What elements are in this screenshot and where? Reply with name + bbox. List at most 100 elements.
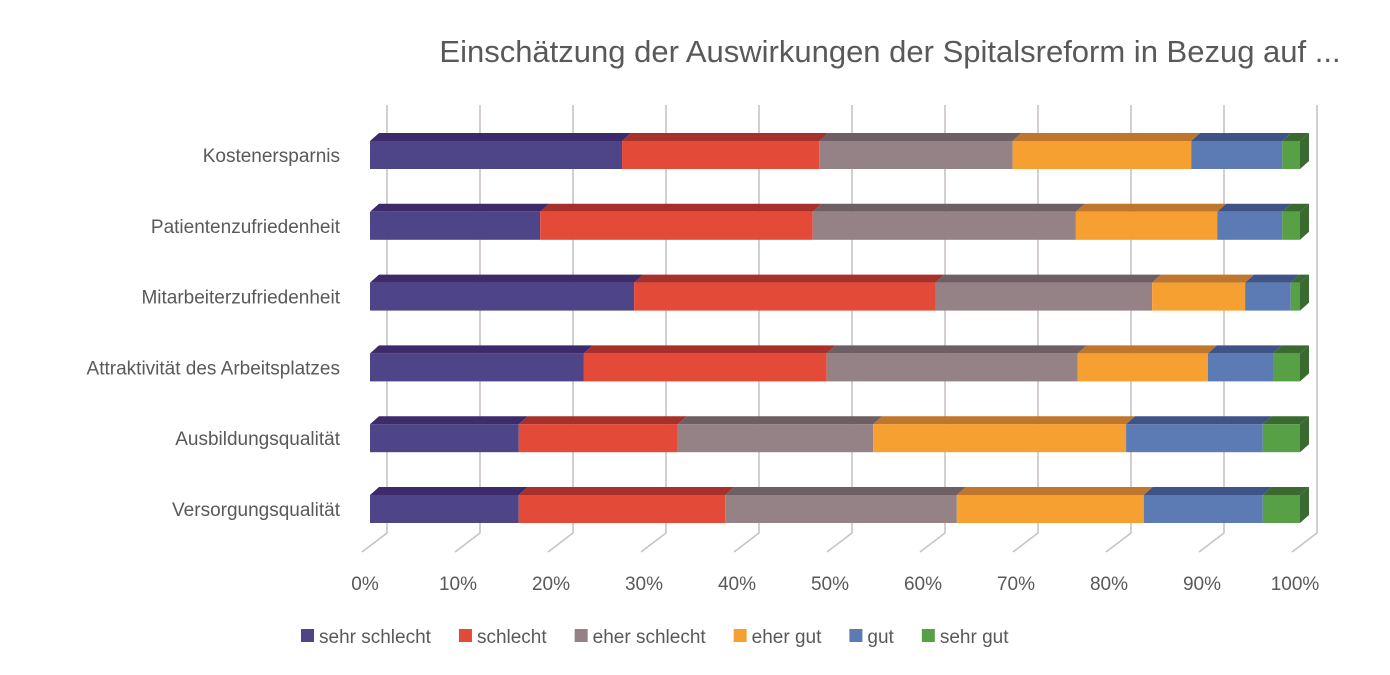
bar-segment-top	[956, 487, 1153, 495]
legend-swatch	[458, 629, 472, 642]
bar-segment-top	[1126, 416, 1272, 425]
legend-swatch	[733, 629, 747, 642]
bar-segment-front	[370, 353, 584, 382]
bar-segment-top	[812, 203, 1085, 212]
bar-segment-top	[935, 274, 1162, 283]
bar-segment	[370, 133, 632, 169]
bar-segment	[1262, 487, 1309, 523]
bar-segment	[518, 416, 687, 453]
bar-segment-top	[370, 487, 528, 495]
x-tick-labels: 0% 10% 20% 30% 40% 50% 60% 70% 80% 90% 100%	[351, 574, 1319, 595]
bar-segment	[1191, 133, 1292, 169]
bar-segment-front	[956, 495, 1144, 523]
bar-segment	[826, 345, 1087, 382]
bar-segment-top	[1143, 487, 1272, 495]
gridline	[1198, 105, 1225, 553]
bar-segment-front	[370, 211, 541, 240]
legend-item: eher schlecht	[574, 627, 707, 648]
bar-segment-top	[370, 133, 632, 141]
bar-segment-top	[819, 133, 1022, 141]
bar-segment	[725, 487, 966, 523]
bar-segment	[819, 133, 1022, 169]
bar-segment-front	[873, 424, 1127, 453]
x-tick-label: 90%	[1183, 574, 1221, 595]
bar-segment-top	[583, 345, 836, 354]
bar-segment-top	[622, 133, 829, 141]
legend-label: eher schlecht	[593, 627, 707, 648]
bar-segment-front	[1262, 424, 1300, 453]
bar-segment-front	[1282, 141, 1300, 169]
bar-segment-top	[370, 274, 644, 283]
legend-item: gut	[849, 627, 895, 648]
bar-segment-top	[540, 203, 822, 212]
bar-segment-front	[370, 141, 623, 169]
gridline	[826, 105, 853, 553]
category-label: Attraktivität des Arbeitsplatzes	[87, 358, 340, 379]
x-tick-label: 10%	[439, 574, 477, 595]
legend-swatch	[574, 629, 588, 642]
bar-segment	[1012, 133, 1201, 169]
x-tick-label: 40%	[718, 574, 756, 595]
bar-segment-side	[1300, 203, 1309, 240]
bar-segment-top	[518, 487, 735, 495]
bar-segment-top	[1262, 416, 1309, 425]
legend-item: sehr schlecht	[301, 627, 432, 648]
bar-segment-front	[1126, 424, 1263, 453]
bar-segment-top	[1152, 274, 1255, 283]
bar-segment-top	[370, 345, 593, 354]
bar-segment	[1126, 416, 1272, 453]
bar-segment-front	[725, 495, 957, 523]
bar-segment	[370, 203, 550, 240]
bar-segment-top	[1012, 133, 1201, 141]
category-labels: Kostenersparnis Patientenzufriedenheit Mit…	[87, 146, 341, 521]
bar-segment-front	[583, 353, 827, 382]
category-label: Patientenzufriedenheit	[151, 217, 341, 238]
bar-segment-side	[1300, 416, 1309, 453]
legend-item: sehr gut	[921, 627, 1009, 648]
bar-segment	[812, 203, 1085, 240]
bar-segment-top	[518, 416, 687, 425]
chart-title: Einschätzung der Auswirkungen der Spital…	[439, 34, 1340, 69]
bar-segment-front	[819, 141, 1013, 169]
bar-segment-front	[677, 424, 874, 453]
bar-segment-side	[1300, 487, 1309, 523]
legend-swatch	[301, 629, 314, 642]
bar-segment-front	[826, 353, 1078, 382]
bar-segment	[370, 416, 528, 453]
category-label: Versorgungsqualität	[172, 500, 341, 521]
legend-swatch	[849, 629, 863, 642]
bar-segment	[370, 274, 644, 311]
bar-segment	[1245, 274, 1300, 311]
bar-segment	[1290, 274, 1309, 311]
bar-segment-front	[518, 495, 726, 523]
bar-segment	[1282, 133, 1309, 169]
bar-segment-front	[1207, 353, 1274, 382]
bar-segment-top	[370, 416, 528, 425]
gridline	[361, 105, 388, 553]
bar-segment	[1262, 416, 1309, 453]
bar-segment	[1077, 345, 1217, 382]
x-tick-label: 70%	[997, 574, 1035, 595]
bar-segment-top	[677, 416, 883, 425]
bar-segment-front	[1143, 495, 1263, 523]
legend-item: schlecht	[458, 627, 547, 648]
legend-item: eher gut	[733, 627, 822, 648]
bar-segment-side	[1300, 274, 1309, 311]
bar-segment-front	[935, 282, 1153, 311]
bar-segment-top	[1273, 345, 1309, 354]
bar-segment	[873, 416, 1136, 453]
bar-segment-front	[1262, 495, 1300, 523]
bar-segment-side	[1300, 345, 1309, 382]
bar-segment-top	[1282, 133, 1309, 141]
bar-segment-front	[1191, 141, 1283, 169]
bar-segment	[634, 274, 945, 311]
bar-segment	[1143, 487, 1272, 523]
bar-segment-top	[1191, 133, 1292, 141]
category-label: Kostenersparnis	[203, 146, 340, 167]
bar-segment	[677, 416, 883, 453]
category-label: Ausbildungsqualität	[175, 429, 341, 450]
bar-segment-top	[873, 416, 1136, 425]
gridline	[1012, 105, 1039, 553]
bar-segment-top	[634, 274, 945, 283]
